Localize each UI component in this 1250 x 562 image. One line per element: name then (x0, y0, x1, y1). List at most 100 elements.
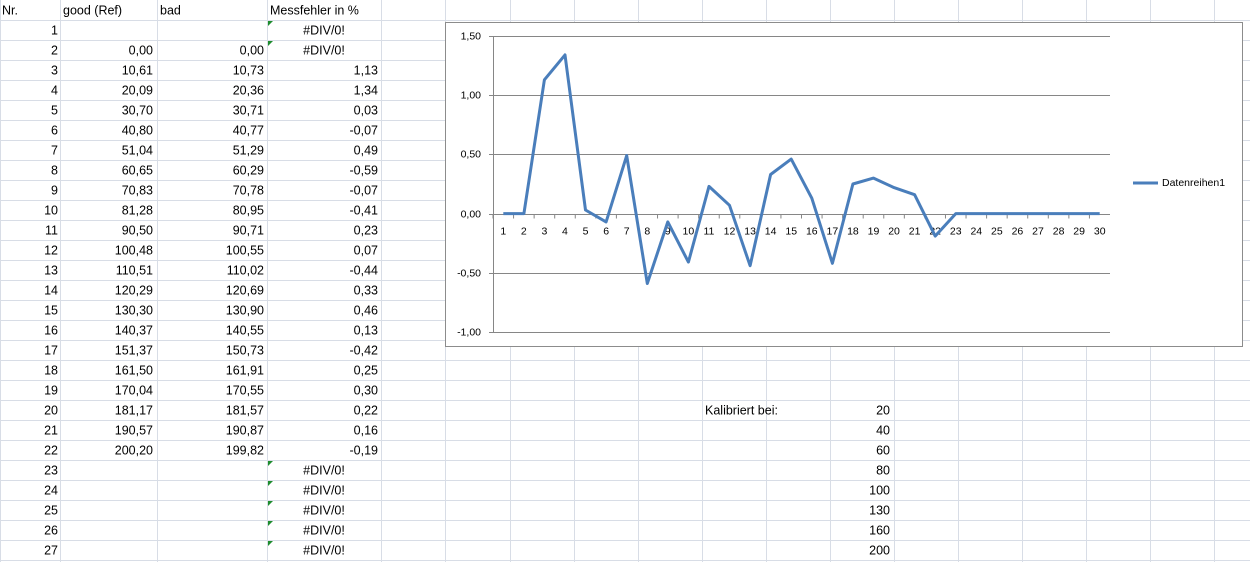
x-tick-label: 30 (1094, 225, 1106, 237)
row-number: 6 (51, 123, 58, 137)
legend-label: Datenreihen1 (1162, 177, 1225, 189)
cell: 190,87 (226, 423, 264, 437)
column-header: Nr. (2, 3, 18, 17)
cell: 10,73 (233, 63, 264, 77)
error-indicator (268, 481, 273, 486)
cell: #DIV/0! (303, 23, 345, 37)
cell: 100,48 (115, 243, 153, 257)
error-indicator (268, 521, 273, 526)
x-tick-label: 15 (785, 225, 797, 237)
row-number: 13 (44, 263, 58, 277)
cell: 81,28 (122, 203, 153, 217)
x-tick-label: 4 (562, 225, 568, 237)
cell: 140,55 (226, 323, 264, 337)
column-header: good (Ref) (63, 3, 122, 17)
x-tick-label: 6 (603, 225, 609, 237)
cell: 0,13 (354, 323, 378, 337)
row-number: 27 (44, 543, 58, 557)
x-tick-label: 19 (868, 225, 880, 237)
cell: 0,00 (129, 43, 153, 57)
row-number: 22 (44, 443, 58, 457)
x-tick-label: 10 (683, 225, 695, 237)
x-tick-label: 8 (644, 225, 650, 237)
calibration-value: 60 (876, 443, 890, 457)
cell: #DIV/0! (303, 483, 345, 497)
cell: 1,34 (354, 83, 378, 97)
cell: -0,42 (350, 343, 379, 357)
x-tick-label: 14 (765, 225, 777, 237)
row-number: 3 (51, 63, 58, 77)
cell: 40,77 (233, 123, 264, 137)
cells: Nr. good (Ref) bad Messfehler in % 1 #DIV/0! 2… (2, 3, 890, 557)
calibration-value: 160 (869, 523, 890, 537)
cell: 0,22 (354, 403, 378, 417)
cell: -0,07 (350, 123, 379, 137)
x-tick-label: 11 (703, 225, 714, 237)
row-number: 18 (44, 363, 58, 377)
calibration-value: 80 (876, 463, 890, 477)
cell: 130,30 (115, 303, 153, 317)
cell: #DIV/0! (303, 463, 345, 477)
cell: -0,44 (350, 263, 379, 277)
cell: 80,95 (233, 203, 264, 217)
y-tick-label: 0,00 (461, 208, 482, 220)
cell: 0,30 (354, 383, 378, 397)
x-tick-label: 16 (806, 225, 818, 237)
row-number: 5 (51, 103, 58, 117)
cell: 199,82 (226, 443, 264, 457)
cell: 181,17 (115, 403, 153, 417)
x-tick-label: 29 (1073, 225, 1085, 237)
cell: 30,71 (233, 103, 264, 117)
row-number: 26 (44, 523, 58, 537)
x-tick-label: 20 (888, 225, 900, 237)
y-tick-label: 0,50 (461, 148, 482, 160)
row-number: 1 (51, 23, 58, 37)
x-tick-label: 21 (909, 225, 921, 237)
error-indicator (268, 541, 273, 546)
cell: -0,07 (350, 183, 379, 197)
row-number: 8 (51, 163, 58, 177)
cell: 20,09 (122, 83, 153, 97)
y-tick-label: 1,50 (461, 30, 482, 42)
row-number: 17 (44, 343, 58, 357)
row-number: 9 (51, 183, 58, 197)
y-tick-label: -0,50 (457, 267, 481, 279)
cell: 70,83 (122, 183, 153, 197)
cell: 90,50 (122, 223, 153, 237)
cell: 200,20 (115, 443, 153, 457)
y-tick-label: -1,00 (457, 326, 481, 338)
cell: 161,91 (226, 363, 264, 377)
cell: 0,23 (354, 223, 378, 237)
row-number: 19 (44, 383, 58, 397)
error-indicators (268, 21, 273, 546)
cell: 40,80 (122, 123, 153, 137)
calibration-value: 200 (869, 543, 890, 557)
cell: 90,71 (233, 223, 264, 237)
cell: 190,57 (115, 423, 153, 437)
error-indicator (268, 461, 273, 466)
row-number: 7 (51, 143, 58, 157)
cell: 0,25 (354, 363, 378, 377)
cell: #DIV/0! (303, 543, 345, 557)
row-number: 10 (44, 203, 58, 217)
error-indicator (268, 21, 273, 26)
cell: -0,19 (350, 443, 379, 457)
cell: #DIV/0! (303, 523, 345, 537)
cell: #DIV/0! (303, 43, 345, 57)
data-line (503, 53, 1100, 285)
x-tick-label: 17 (827, 225, 839, 237)
x-tick-label: 26 (1012, 225, 1024, 237)
cell: 120,29 (115, 283, 153, 297)
x-tick-label: 22 (929, 225, 941, 237)
cell: 140,37 (115, 323, 153, 337)
row-number: 16 (44, 323, 58, 337)
cell: 10,61 (122, 63, 153, 77)
column-header: Messfehler in % (270, 3, 359, 17)
x-tick-label: 23 (950, 225, 962, 237)
x-tick-label: 13 (744, 225, 756, 237)
y-tick-label: 1,00 (461, 89, 482, 101)
cell: 0,03 (354, 103, 378, 117)
cell: 0,16 (354, 423, 378, 437)
row-number: 25 (44, 503, 58, 517)
error-indicator (268, 501, 273, 506)
